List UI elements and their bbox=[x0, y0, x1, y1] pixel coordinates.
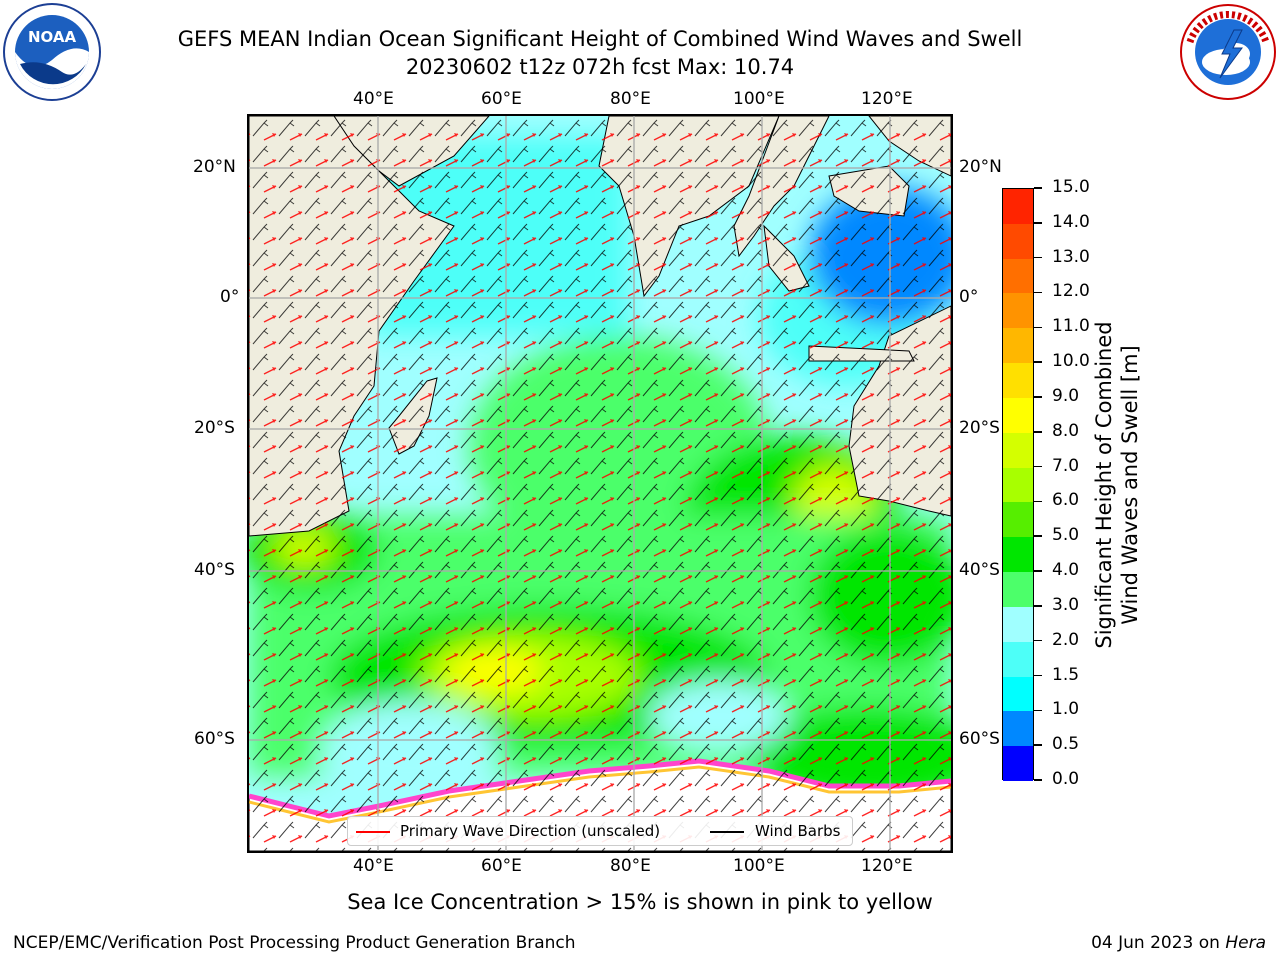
chart-subtitle: 20230602 t12z 072h fcst Max: 10.74 bbox=[405, 55, 795, 79]
colorbar-tick bbox=[1034, 465, 1042, 468]
footer-branch: NCEP/EMC/Verification Post Processing Pr… bbox=[13, 933, 576, 953]
lon-label-bottom: 80°E bbox=[610, 856, 651, 876]
wind-barb-swatch bbox=[710, 831, 744, 833]
wave-direction-arrows bbox=[249, 116, 951, 851]
lat-label-right: 0° bbox=[959, 287, 979, 307]
colorbar-tick bbox=[1034, 500, 1042, 503]
colorbar-tick bbox=[1034, 570, 1042, 572]
lon-label-bottom: 40°E bbox=[353, 856, 394, 876]
footer-host: Hera bbox=[1225, 933, 1266, 953]
map-canvas bbox=[249, 116, 951, 851]
lat-label-right: 60°S bbox=[959, 729, 1000, 749]
colorbar-tick bbox=[1034, 361, 1042, 363]
lon-label-top: 100°E bbox=[733, 89, 785, 109]
lat-label-left: 0° bbox=[220, 287, 240, 307]
colorbar-tick-label: 13.0 bbox=[1052, 246, 1090, 267]
colorbar-segment bbox=[1003, 258, 1033, 294]
sea-ice-note: Sea Ice Concentration > 15% is shown in … bbox=[347, 890, 933, 914]
colorbar-tick bbox=[1034, 674, 1042, 677]
lat-label-right: 40°S bbox=[959, 560, 1000, 580]
lon-label-top: 60°E bbox=[481, 89, 522, 109]
colorbar-segment bbox=[1003, 397, 1033, 434]
colorbar-tick bbox=[1034, 256, 1042, 259]
lon-label-top: 40°E bbox=[353, 89, 394, 109]
lat-label-left: 40°S bbox=[194, 560, 235, 580]
colorbar-tick bbox=[1034, 639, 1042, 642]
lon-label-top: 120°E bbox=[861, 89, 913, 109]
colorbar-tick bbox=[1034, 222, 1042, 224]
colorbar-tick-label: 1.5 bbox=[1052, 664, 1080, 685]
colorbar-tick-label: 1.0 bbox=[1052, 699, 1080, 720]
map-legend: Primary Wave Direction (unscaled) Wind B… bbox=[347, 816, 853, 846]
colorbar-tick-label: 2.0 bbox=[1052, 629, 1080, 650]
colorbar-segment bbox=[1003, 467, 1033, 503]
colorbar-tick-label: 11.0 bbox=[1052, 316, 1090, 337]
colorbar-tick bbox=[1034, 709, 1042, 712]
colorbar-tick-label: 6.0 bbox=[1052, 490, 1080, 511]
colorbar-tick-label: 14.0 bbox=[1052, 211, 1090, 232]
lat-label-left: 60°S bbox=[194, 729, 235, 749]
colorbar-tick-label: 15.0 bbox=[1052, 177, 1090, 197]
colorbar-tick-label: 0.5 bbox=[1052, 734, 1080, 755]
legend-wind-barbs: Wind Barbs bbox=[755, 822, 841, 840]
colorbar-segment bbox=[1003, 189, 1033, 225]
lat-label-right: 20°N bbox=[959, 157, 1002, 177]
colorbar-segment bbox=[1003, 676, 1033, 712]
lon-label-bottom: 100°E bbox=[733, 856, 785, 876]
colorbar-tick-label: 8.0 bbox=[1052, 420, 1080, 441]
nws-logo-icon bbox=[1180, 4, 1276, 100]
colorbar-tick bbox=[1034, 605, 1042, 607]
colorbar-tick-label: 12.0 bbox=[1052, 281, 1090, 302]
colorbar-tick bbox=[1034, 431, 1042, 433]
colorbar-tick-label: 5.0 bbox=[1052, 525, 1080, 546]
legend-wave-direction: Primary Wave Direction (unscaled) bbox=[400, 822, 661, 840]
colorbar-tick-label: 4.0 bbox=[1052, 560, 1080, 581]
lon-label-bottom: 120°E bbox=[861, 856, 913, 876]
colorbar-segment bbox=[1003, 537, 1033, 573]
colorbar-segment bbox=[1003, 641, 1033, 678]
colorbar-tick bbox=[1034, 326, 1042, 329]
colorbar-segment bbox=[1003, 328, 1033, 364]
colorbar-tick bbox=[1034, 187, 1042, 189]
colorbar bbox=[1002, 188, 1034, 782]
lat-label-left: 20°N bbox=[193, 157, 236, 177]
colorbar-tick bbox=[1034, 744, 1042, 746]
wave-direction-swatch bbox=[356, 831, 390, 833]
colorbar-segment bbox=[1003, 363, 1033, 399]
lat-label-left: 20°S bbox=[194, 418, 235, 438]
colorbar-segment bbox=[1003, 711, 1033, 747]
colorbar-tick bbox=[1034, 396, 1042, 398]
footer-date: 04 Jun 2023 on Hera bbox=[1091, 933, 1266, 953]
colorbar-segment bbox=[1003, 572, 1033, 608]
colorbar-title: Significant Height of Combined Wind Wave… bbox=[1091, 285, 1143, 685]
colorbar-tick-label: 0.0 bbox=[1052, 769, 1080, 789]
colorbar-segment bbox=[1003, 223, 1033, 260]
chart-title: GEFS MEAN Indian Ocean Significant Heigh… bbox=[177, 27, 1023, 51]
colorbar-title-line2: Wind Waves and Swell [m] bbox=[1118, 345, 1142, 625]
lon-label-top: 80°E bbox=[610, 89, 651, 109]
colorbar-segment bbox=[1003, 432, 1033, 469]
colorbar-tick bbox=[1034, 291, 1042, 294]
noaa-logo-icon: NOAA bbox=[3, 3, 101, 101]
colorbar-tick-label: 10.0 bbox=[1052, 351, 1090, 372]
wave-height-map bbox=[247, 114, 953, 853]
colorbar-segment bbox=[1003, 606, 1033, 643]
colorbar-title-line1: Significant Height of Combined bbox=[1092, 321, 1116, 649]
lat-label-right: 20°S bbox=[959, 418, 1000, 438]
lon-label-bottom: 60°E bbox=[481, 856, 522, 876]
colorbar-tick-label: 3.0 bbox=[1052, 594, 1080, 615]
svg-text:NOAA: NOAA bbox=[28, 28, 77, 46]
colorbar-tick-label: 7.0 bbox=[1052, 455, 1080, 476]
colorbar-segment bbox=[1003, 746, 1033, 782]
colorbar-tick-label: 9.0 bbox=[1052, 385, 1080, 406]
colorbar-tick bbox=[1034, 535, 1042, 537]
graticule bbox=[249, 116, 951, 851]
colorbar-segment bbox=[1003, 293, 1033, 329]
colorbar-segment bbox=[1003, 502, 1033, 538]
footer-date-text: 04 Jun 2023 on bbox=[1091, 933, 1226, 953]
colorbar-tick bbox=[1034, 779, 1042, 781]
